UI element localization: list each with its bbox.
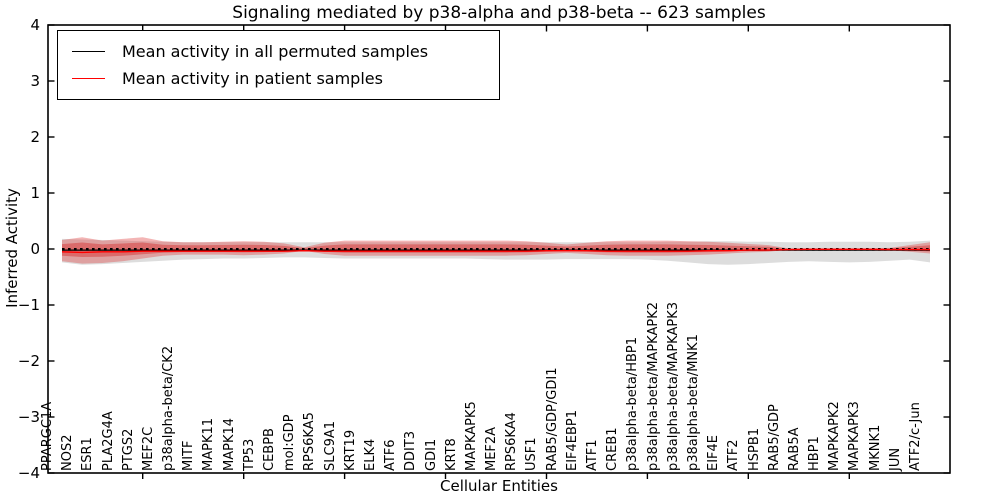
- x-axis-label: Cellular Entities: [440, 477, 558, 495]
- x-tick-label: MEF2A: [484, 426, 500, 471]
- permuted-line-swatch-icon: [72, 51, 105, 52]
- x-tick-label: MAPK11: [201, 417, 217, 471]
- x-tick-label: RAB5/GDP/GDI1: [544, 367, 560, 471]
- x-tick-label: JUN: [887, 447, 903, 471]
- x-tick-label: ELK4: [362, 438, 378, 471]
- x-tick-label: MITF: [181, 440, 197, 471]
- x-tick-label: KRT19: [342, 429, 358, 471]
- x-tick-label: SLC9A1: [322, 420, 338, 471]
- x-tick-label: PTGS2: [120, 428, 136, 471]
- x-tick-label: PLA2G4A: [100, 411, 116, 471]
- x-tick-label: MEF2C: [140, 426, 156, 471]
- x-tick-label: HBP1: [807, 436, 823, 471]
- x-tick-label: mol:GDP: [282, 414, 298, 471]
- x-tick-label: RPS6KA4: [504, 412, 520, 471]
- x-tick-label: GDI1: [423, 438, 439, 471]
- x-tick-label: p38alpha-beta/CK2: [161, 345, 177, 471]
- x-tick-label: ATF1: [585, 439, 601, 471]
- x-tick-label: CEBPB: [262, 428, 278, 471]
- x-tick-label: ATF2/c-Jun: [907, 402, 923, 471]
- x-tick-label: RPS6KA5: [302, 412, 318, 471]
- y-tick-label: −2: [17, 352, 40, 370]
- y-tick-label: 2: [30, 128, 40, 146]
- x-tick-label: ATF6: [383, 439, 399, 471]
- x-tick-label: USF1: [524, 437, 540, 471]
- x-tick-label: TP53: [241, 438, 257, 471]
- x-tick-label: p38alpha-beta/MAPKAPK2: [645, 302, 661, 471]
- legend-label: Mean activity in all permuted samples: [122, 42, 429, 61]
- y-tick-label: −1: [17, 296, 40, 314]
- x-tick-label: p38alpha-beta/MNK1: [685, 334, 701, 471]
- x-tick-label: ATF2: [726, 439, 742, 471]
- legend-item: Mean activity in all permuted samples: [72, 38, 499, 65]
- y-tick-label: 4: [30, 16, 40, 34]
- x-tick-label: RAB5/GDP: [766, 404, 782, 471]
- x-tick-label: CREB1: [605, 427, 621, 471]
- y-tick-label: 3: [30, 72, 40, 90]
- patient-line-swatch-icon: [72, 78, 105, 79]
- x-tick-label: MAPKAPK2: [827, 401, 843, 471]
- legend-label: Mean activity in patient samples: [122, 69, 383, 88]
- x-tick-label: NOS2: [60, 434, 76, 471]
- y-tick-label: 0: [30, 240, 40, 258]
- y-tick-label: 1: [30, 184, 40, 202]
- legend: Mean activity in all permuted samples Me…: [57, 30, 500, 100]
- y-tick-label: −3: [17, 408, 40, 426]
- legend-item: Mean activity in patient samples: [72, 65, 499, 92]
- x-tick-label: p38alpha-beta/MAPKAPK3: [665, 302, 681, 471]
- x-tick-label: RAB5A: [786, 427, 802, 471]
- x-tick-label: HSPB1: [746, 427, 762, 471]
- y-tick-label: −4: [17, 464, 40, 482]
- x-tick-label: MAPK14: [221, 417, 237, 471]
- x-tick-label: ESR1: [80, 437, 96, 471]
- x-tick-label: MAPKAPK5: [463, 401, 479, 471]
- x-tick-label: PPARGC1A: [40, 401, 55, 471]
- x-tick-label: MAPKAPK3: [847, 401, 863, 471]
- x-tick-label: EIF4E: [706, 434, 722, 471]
- x-tick-label: KRT8: [443, 438, 459, 471]
- x-tick-label: EIF4EBP1: [564, 409, 580, 471]
- x-tick-label: p38alpha-beta/HBP1: [625, 336, 641, 471]
- x-tick-label: MKNK1: [867, 424, 883, 471]
- x-tick-label: DDIT3: [403, 430, 419, 471]
- figure-title: Signaling mediated by p38-alpha and p38-…: [232, 3, 766, 23]
- patient-mean-line: [61, 248, 930, 254]
